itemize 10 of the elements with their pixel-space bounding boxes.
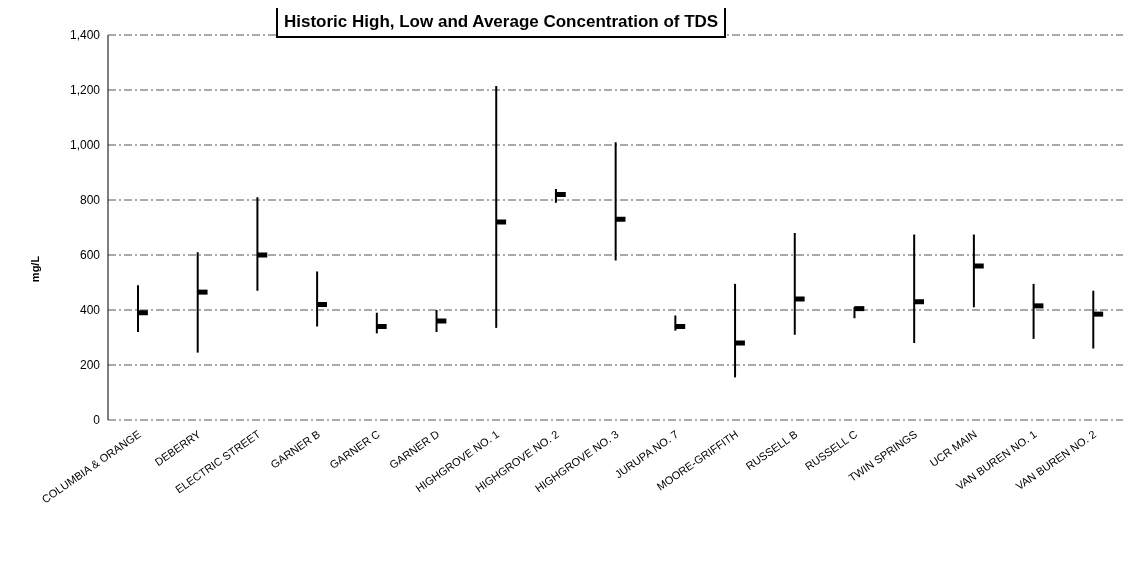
chart-title: Historic High, Low and Average Concentration of TDS	[276, 8, 727, 38]
y-tick-label: 1,400	[69, 28, 101, 43]
y-tick-label: 400	[79, 303, 101, 318]
y-tick-label: 1,200	[69, 83, 101, 98]
y-tick-label: 600	[79, 248, 101, 263]
y-tick-label: 0	[93, 413, 101, 428]
y-tick-label: 800	[79, 193, 101, 208]
y-tick-label: 200	[79, 358, 101, 373]
y-tick-label: 1,000	[69, 138, 101, 153]
y-axis-title: mg/L	[29, 255, 42, 283]
